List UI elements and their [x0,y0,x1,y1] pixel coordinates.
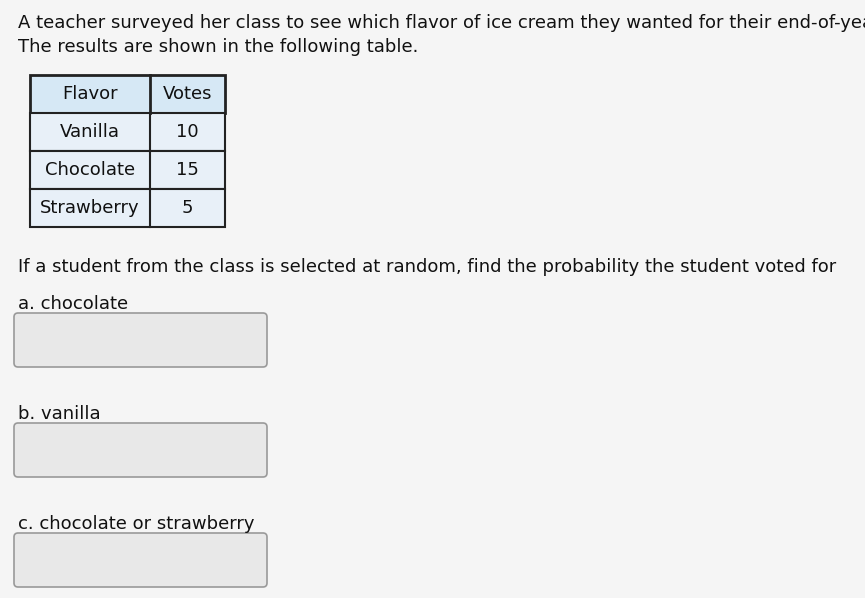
FancyBboxPatch shape [14,313,267,367]
Text: a. chocolate: a. chocolate [18,295,128,313]
Text: c. chocolate or strawberry: c. chocolate or strawberry [18,515,254,533]
Text: A teacher surveyed her class to see which flavor of ice cream they wanted for th: A teacher surveyed her class to see whic… [18,14,865,32]
Bar [30,113,225,151]
Text: Vanilla: Vanilla [60,123,120,141]
Text: 5: 5 [182,199,193,217]
Text: Flavor: Flavor [62,85,118,103]
Text: Votes: Votes [163,85,212,103]
FancyBboxPatch shape [14,423,267,477]
Text: The results are shown in the following table.: The results are shown in the following t… [18,38,419,56]
Text: Strawberry: Strawberry [40,199,140,217]
Text: b. vanilla: b. vanilla [18,405,100,423]
Bar [30,75,225,113]
Text: 10: 10 [176,123,199,141]
FancyBboxPatch shape [14,533,267,587]
Bar [30,189,225,227]
Text: If a student from the class is selected at random, find the probability the stud: If a student from the class is selected … [18,258,836,276]
Bar [30,151,225,189]
Text: Chocolate: Chocolate [45,161,135,179]
Text: 15: 15 [176,161,199,179]
